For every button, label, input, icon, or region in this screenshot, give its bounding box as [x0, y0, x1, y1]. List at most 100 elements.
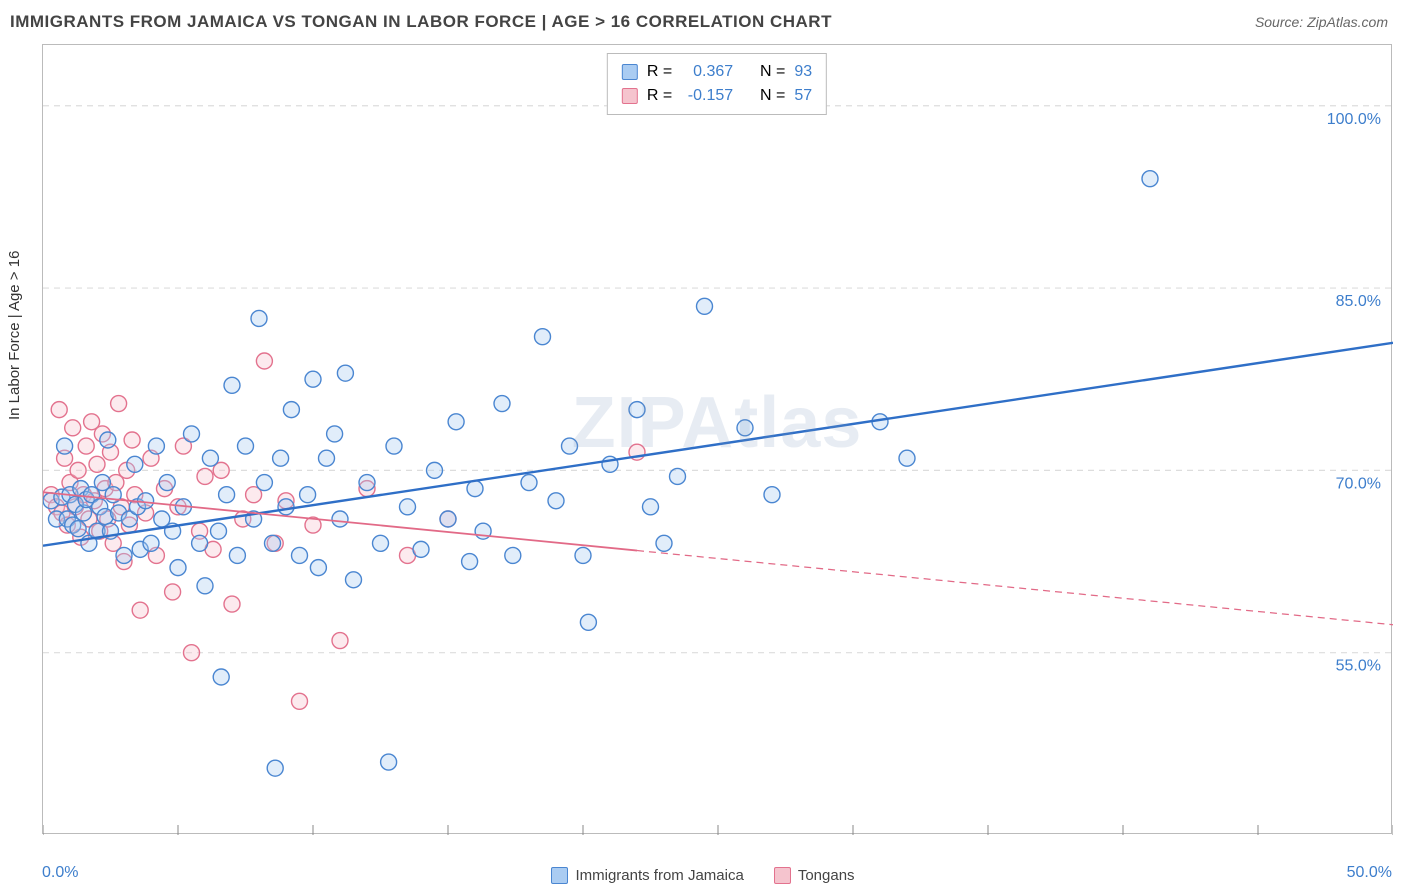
data-point-jamaica — [300, 487, 316, 503]
legend-item-tongans: Tongans — [774, 867, 855, 884]
data-point-jamaica — [283, 402, 299, 418]
data-point-jamaica — [127, 456, 143, 472]
y-tick-label: 55.0% — [1336, 658, 1381, 675]
data-point-jamaica — [670, 468, 686, 484]
y-tick-label: 85.0% — [1336, 293, 1381, 310]
data-point-jamaica — [197, 578, 213, 594]
r-value: -0.157 — [681, 84, 733, 108]
data-point-jamaica — [265, 535, 281, 551]
data-point-tongans — [132, 602, 148, 618]
data-point-jamaica — [580, 614, 596, 630]
swatch-icon — [622, 64, 638, 80]
data-point-jamaica — [1142, 171, 1158, 187]
data-point-jamaica — [305, 371, 321, 387]
data-point-jamaica — [462, 554, 478, 570]
data-point-jamaica — [319, 450, 335, 466]
data-point-jamaica — [256, 475, 272, 491]
data-point-jamaica — [346, 572, 362, 588]
trend-line-dashed-tongans — [637, 551, 1393, 625]
data-point-jamaica — [273, 450, 289, 466]
data-point-jamaica — [202, 450, 218, 466]
data-point-jamaica — [899, 450, 915, 466]
n-label: N = — [760, 84, 785, 108]
n-label: N = — [760, 60, 785, 84]
data-point-jamaica — [629, 402, 645, 418]
chart-container: IMMIGRANTS FROM JAMAICA VS TONGAN IN LAB… — [0, 0, 1406, 892]
data-point-jamaica — [143, 535, 159, 551]
data-point-jamaica — [505, 547, 521, 563]
data-point-tongans — [256, 353, 272, 369]
data-point-jamaica — [213, 669, 229, 685]
stat-row-jamaica: R = 0.367 N = 93 — [622, 60, 812, 84]
data-point-tongans — [65, 420, 81, 436]
chart-title: IMMIGRANTS FROM JAMAICA VS TONGAN IN LAB… — [10, 12, 832, 32]
data-point-jamaica — [159, 475, 175, 491]
data-point-jamaica — [548, 493, 564, 509]
data-point-jamaica — [643, 499, 659, 515]
n-value: 93 — [794, 60, 812, 84]
data-point-jamaica — [467, 481, 483, 497]
data-point-tongans — [184, 645, 200, 661]
data-point-tongans — [70, 462, 86, 478]
data-point-jamaica — [373, 535, 389, 551]
data-point-jamaica — [413, 541, 429, 557]
source-label: Source: ZipAtlas.com — [1255, 14, 1388, 30]
data-point-jamaica — [332, 511, 348, 527]
data-point-jamaica — [57, 438, 73, 454]
r-label: R = — [647, 84, 672, 108]
data-point-tongans — [111, 396, 127, 412]
data-point-tongans — [197, 468, 213, 484]
data-point-jamaica — [310, 560, 326, 576]
data-point-jamaica — [359, 475, 375, 491]
data-point-jamaica — [148, 438, 164, 454]
data-point-jamaica — [170, 560, 186, 576]
data-point-jamaica — [697, 298, 713, 314]
data-point-tongans — [165, 584, 181, 600]
r-label: R = — [647, 60, 672, 84]
data-point-jamaica — [278, 499, 294, 515]
swatch-icon — [774, 867, 791, 884]
data-point-jamaica — [494, 396, 510, 412]
data-point-tongans — [89, 456, 105, 472]
y-tick-label: 100.0% — [1327, 111, 1381, 128]
stat-row-tongans: R = -0.157 N = 57 — [622, 84, 812, 108]
legend-label: Tongans — [798, 867, 855, 884]
data-point-jamaica — [521, 475, 537, 491]
data-point-jamaica — [535, 329, 551, 345]
legend-item-jamaica: Immigrants from Jamaica — [551, 867, 743, 884]
data-point-jamaica — [267, 760, 283, 776]
data-point-tongans — [224, 596, 240, 612]
data-point-jamaica — [219, 487, 235, 503]
data-point-tongans — [78, 438, 94, 454]
data-point-jamaica — [337, 365, 353, 381]
data-point-jamaica — [211, 523, 227, 539]
data-point-jamaica — [229, 547, 245, 563]
data-point-jamaica — [100, 432, 116, 448]
data-point-jamaica — [764, 487, 780, 503]
scatter-plot: 55.0%70.0%85.0%100.0% — [43, 45, 1393, 835]
swatch-icon — [551, 867, 568, 884]
data-point-jamaica — [224, 377, 240, 393]
data-point-jamaica — [238, 438, 254, 454]
data-point-jamaica — [656, 535, 672, 551]
data-point-tongans — [124, 432, 140, 448]
data-point-jamaica — [440, 511, 456, 527]
data-point-jamaica — [70, 521, 86, 537]
data-point-jamaica — [138, 493, 154, 509]
r-value: 0.367 — [681, 60, 733, 84]
data-point-jamaica — [575, 547, 591, 563]
data-point-tongans — [332, 633, 348, 649]
data-point-jamaica — [192, 535, 208, 551]
data-point-tongans — [292, 693, 308, 709]
legend-label: Immigrants from Jamaica — [575, 867, 743, 884]
data-point-jamaica — [737, 420, 753, 436]
data-point-jamaica — [427, 462, 443, 478]
data-point-jamaica — [251, 310, 267, 326]
data-point-jamaica — [448, 414, 464, 430]
data-point-tongans — [51, 402, 67, 418]
data-point-jamaica — [386, 438, 402, 454]
data-point-jamaica — [400, 499, 416, 515]
n-value: 57 — [794, 84, 812, 108]
bottom-legend: Immigrants from Jamaica Tongans — [0, 867, 1406, 884]
data-point-jamaica — [184, 426, 200, 442]
